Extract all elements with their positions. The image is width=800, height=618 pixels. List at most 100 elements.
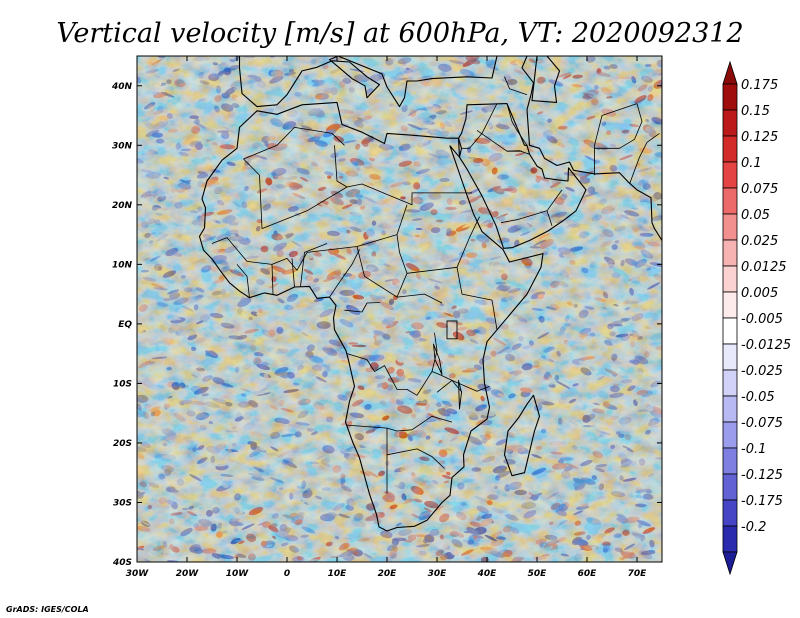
colorbar-swatch [722, 499, 738, 527]
colorbar-label: 0.075 [741, 182, 778, 197]
lon-tick-label: 60E [578, 569, 598, 579]
colorbar-label: -0.1 [741, 442, 766, 457]
lat-tick-label: 30S [113, 498, 132, 508]
colorbar-swatch [722, 473, 738, 501]
colorbar-label: 0.125 [741, 130, 778, 145]
colorbar-swatch [722, 135, 738, 163]
country-border [456, 267, 498, 330]
country-border [436, 380, 490, 393]
colorbar-swatch [722, 421, 738, 449]
colorbar-label: -0.0125 [741, 338, 791, 353]
map-panel: 30W 20W 10W 0 10E 20E 30E 40E 50E 60E 70E 40N 30N 20… [111, 55, 663, 579]
colorbar-label: -0.005 [741, 312, 783, 327]
colorbar-swatch [722, 161, 738, 189]
country-border [461, 103, 498, 149]
colorbar-label: 0.005 [741, 286, 778, 301]
lon-tick-label: 10E [328, 569, 348, 579]
credit-label: GrADS: IGES/COLA [6, 605, 89, 614]
lon-tick-label: 30E [428, 569, 448, 579]
country-border [346, 353, 433, 396]
colorbar-label: 0.05 [741, 208, 770, 223]
lat-tick-label: 30N [112, 141, 133, 151]
colorbar-swatch [722, 239, 738, 267]
lon-tick-label: 10W [226, 569, 250, 579]
colorbar-swatch [722, 109, 738, 137]
country-border [329, 249, 360, 298]
lat-tick-label: 40S [112, 558, 132, 568]
coastlines [198, 56, 662, 532]
country-border [261, 186, 348, 229]
colorbar-label: 0.025 [741, 234, 778, 249]
lat-tick-label: 20S [113, 439, 132, 449]
colorbar-label: -0.075 [741, 416, 783, 431]
lake-outline [446, 320, 458, 340]
country-border [629, 133, 660, 185]
country-border [306, 204, 408, 253]
longitude-axis: 30W 20W 10W 0 10E 20E 30E 40E 50E 60E 70E [126, 56, 647, 579]
country-border [291, 258, 295, 288]
europe-coastline [238, 56, 498, 108]
colorbar-swatch [722, 83, 738, 111]
country-border [431, 332, 463, 393]
lon-tick-label: 70E [628, 569, 648, 579]
colorbar-swatch [722, 213, 738, 241]
country-border [500, 210, 548, 224]
country-border [243, 127, 345, 160]
colorbar-swatch [722, 343, 738, 371]
colorbar-swatch [722, 187, 738, 215]
africa-coastline [198, 101, 544, 532]
colorbar-label: 0.175 [741, 78, 778, 93]
lat-tick-label: EQ [118, 320, 132, 330]
lat-tick-label: 10N [112, 260, 133, 270]
colorbar-swatch [722, 291, 738, 319]
colorbar-label: 0.15 [741, 104, 770, 119]
country-border [504, 76, 528, 96]
colorbar-label: -0.175 [741, 494, 783, 509]
country-border [344, 302, 381, 313]
lon-tick-label: 40E [477, 569, 498, 579]
colorbar-label: -0.025 [741, 364, 783, 379]
country-border [300, 243, 328, 287]
lon-tick-label: 50E [528, 569, 548, 579]
colorbar-bottom-arrow [722, 551, 738, 576]
country-border [334, 145, 472, 206]
lat-tick-label: 40N [111, 82, 133, 92]
latitude-axis: 40N 30N 20N 10N EQ 10S 20S 30S 40S [111, 82, 662, 568]
country-border [346, 415, 453, 432]
colorbar-label: 0.0125 [741, 260, 787, 275]
lat-tick-label: 10S [113, 379, 132, 389]
field-texture [137, 56, 662, 562]
country-border [594, 103, 643, 149]
lon-tick-label: 30W [126, 569, 150, 579]
country-border [406, 216, 480, 274]
colorbar-label: -0.05 [741, 390, 775, 405]
map-title: Vertical velocity [m/s] at 600hPa, VT: 2… [56, 18, 743, 49]
lon-tick-label: 20W [176, 569, 200, 579]
colorbar-swatch [722, 369, 738, 397]
colorbar-label: -0.2 [741, 520, 766, 535]
colorbar-label: 0.1 [741, 156, 762, 171]
asia-coastline [521, 56, 662, 242]
country-border [243, 158, 263, 229]
lake-outline [433, 343, 443, 375]
arabia-coastline [457, 103, 587, 249]
lon-tick-label: 0 [284, 569, 290, 579]
lat-tick-label: 20N [112, 201, 133, 211]
lake-outline [458, 379, 462, 410]
country-border [236, 264, 250, 298]
country-border [594, 103, 638, 176]
country-border [271, 264, 274, 295]
country-border [396, 234, 408, 298]
colorbar-swatch [722, 525, 738, 553]
colorbar-top-arrow [722, 60, 738, 85]
colorbar: 0.175 0.15 0.125 0.1 0.075 0.05 0.025 0.0125 0.0… [722, 60, 791, 576]
country-border [506, 103, 528, 146]
country-border [386, 448, 445, 469]
country-border [506, 150, 530, 155]
map-frame [136, 55, 663, 563]
colorbar-swatch [722, 395, 738, 423]
colorbar-label: -0.125 [741, 468, 783, 483]
lon-tick-label: 20E [378, 569, 398, 579]
colorbar-swatch [722, 265, 738, 293]
madagascar-coastline [503, 394, 541, 477]
